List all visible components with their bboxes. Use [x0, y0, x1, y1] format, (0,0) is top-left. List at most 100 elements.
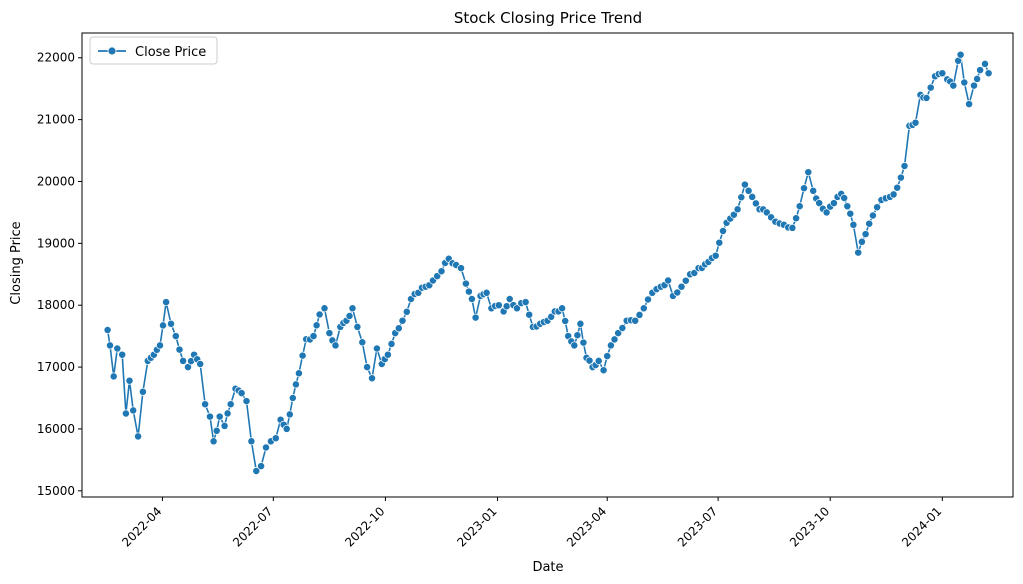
legend-label-close-price: Close Price [135, 45, 206, 60]
data-point [129, 406, 138, 415]
x-tick-label: 2024-01 [899, 504, 944, 549]
data-point [594, 356, 603, 365]
data-point [482, 288, 491, 297]
data-point [206, 412, 214, 421]
data-point [398, 316, 407, 325]
data-point [922, 94, 931, 102]
data-point [926, 83, 935, 92]
data-point [804, 168, 813, 177]
data-point [849, 220, 858, 229]
data-point [547, 312, 556, 321]
data-point [467, 295, 476, 303]
data-point [603, 352, 612, 361]
data-point [579, 338, 588, 347]
data-point [103, 326, 112, 334]
data-point [690, 269, 699, 277]
data-point [737, 193, 746, 202]
data-point [981, 59, 989, 68]
x-tick-label: 2023-04 [564, 504, 609, 549]
data-point [513, 304, 521, 313]
data-point [345, 312, 354, 320]
data-point [502, 302, 511, 311]
data-point [457, 264, 465, 273]
data-point [970, 81, 978, 90]
legend-box [89, 36, 218, 65]
data-point [331, 341, 340, 350]
series-line-close-price [106, 51, 990, 473]
data-point [900, 162, 909, 170]
data-point [257, 462, 266, 471]
data-point [312, 321, 321, 330]
data-point [175, 345, 184, 354]
data-point [348, 304, 357, 313]
data-point [857, 237, 866, 246]
data-point [984, 69, 993, 78]
data-point [751, 199, 760, 208]
data-point [762, 208, 771, 217]
data-point [561, 317, 570, 325]
data-point [896, 173, 905, 182]
data-point [215, 412, 224, 421]
x-axis-ticks: 2022-04 2022-07 2022-10 2023-01 2023-04 2023-… [119, 497, 944, 550]
data-point [788, 223, 797, 232]
data-point [125, 376, 134, 385]
data-point [294, 369, 303, 378]
data-point [956, 50, 965, 59]
data-point [288, 394, 297, 402]
data-point [201, 400, 210, 409]
data-point [889, 190, 898, 199]
x-tick-label: 2023-07 [675, 504, 720, 549]
data-point [644, 295, 652, 304]
y-tick-label: 22000 [37, 51, 75, 65]
data-point [748, 192, 757, 201]
data-point [262, 443, 270, 452]
data-point [861, 230, 870, 239]
data-point [387, 339, 396, 348]
x-axis-title: Date [532, 560, 563, 575]
data-point [402, 307, 411, 316]
data-point [237, 389, 246, 398]
data-point [606, 341, 615, 350]
data-point [196, 360, 205, 368]
data-point [134, 432, 143, 441]
data-point [911, 118, 920, 127]
data-point [242, 397, 251, 406]
data-point [576, 319, 585, 328]
x-tick-label: 2022-10 [342, 504, 387, 549]
data-point [109, 372, 118, 381]
y-axis-title: Closing Price [9, 221, 24, 304]
data-point [113, 344, 122, 353]
data-point [610, 335, 619, 344]
y-tick-label: 17000 [37, 360, 75, 374]
data-point [223, 409, 232, 418]
data-point [171, 332, 180, 341]
data-point [840, 194, 849, 202]
data-point [285, 410, 294, 419]
x-tick-label: 2022-07 [230, 504, 275, 549]
data-point [677, 282, 686, 291]
data-point [212, 426, 221, 435]
data-point [599, 366, 608, 375]
y-tick-label: 20000 [37, 174, 75, 188]
data-point [854, 248, 863, 257]
data-point [325, 329, 334, 338]
data-point [938, 69, 947, 78]
data-point [138, 387, 147, 396]
data-point [282, 424, 291, 433]
data-point [494, 301, 503, 310]
data-point [433, 272, 442, 281]
data-point [809, 186, 818, 195]
data-point [873, 203, 882, 212]
data-point [639, 304, 648, 313]
data-point [309, 332, 318, 341]
data-point [744, 186, 753, 195]
data-point [162, 298, 171, 307]
data-point [631, 316, 640, 325]
y-tick-label: 19000 [37, 236, 75, 250]
data-point [846, 209, 855, 218]
data-point [118, 350, 127, 359]
data-point [471, 313, 480, 322]
data-point [822, 208, 831, 217]
